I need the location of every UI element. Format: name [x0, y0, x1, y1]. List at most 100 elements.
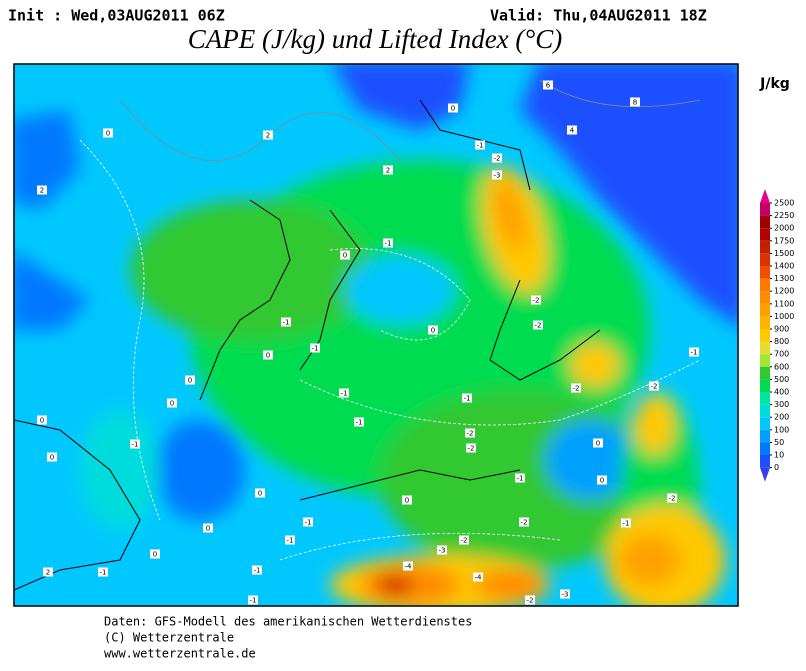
contour-label-box [519, 517, 529, 527]
contour-label-box [263, 130, 273, 140]
colorbar-swatch [760, 404, 770, 418]
contour-label: -4 [475, 574, 483, 582]
contour-label: 0 [258, 490, 262, 498]
contour-label: 0 [405, 497, 409, 505]
colorbar-label: 2250 [774, 211, 794, 220]
colorbar-label: 500 [774, 375, 789, 384]
contour-label: -1 [623, 520, 630, 528]
contour-label-box [473, 572, 483, 582]
contour-label-box [492, 170, 502, 180]
colorbar-end [760, 189, 770, 203]
contour-label-box [531, 295, 541, 305]
contour-label: -2 [521, 519, 528, 527]
contour-label: 0 [206, 525, 210, 533]
contour-label-box [462, 393, 472, 403]
colorbar-swatch [760, 442, 770, 455]
contour-label: 6 [546, 82, 551, 90]
colorbar-swatch [760, 417, 770, 430]
contour-label-box [465, 428, 475, 438]
colorbar-label: 1400 [774, 262, 794, 271]
contour-label-box [203, 523, 213, 533]
colorbar-label: 800 [774, 337, 789, 346]
contour-label: 0 [600, 477, 604, 485]
colorbar-swatch [760, 215, 770, 229]
colorbar-swatch [760, 379, 770, 392]
contour-label-box [252, 565, 262, 575]
map-title: CAPE (J/kg) und Lifted Index (°C) [188, 24, 562, 54]
contour-label-box [37, 185, 47, 195]
contour-label: 0 [40, 417, 44, 425]
contour-label-box [303, 517, 313, 527]
colorbar-swatch [760, 203, 770, 216]
contour-label: -2 [533, 297, 540, 305]
colorbar-label: 1750 [774, 236, 794, 245]
colorbar-swatch [760, 228, 770, 241]
colorbar-label: 100 [774, 425, 789, 434]
contour-label: -1 [691, 349, 698, 357]
colorbar-swatch [760, 455, 770, 468]
contour-label: -2 [468, 445, 475, 453]
contour-label-box [437, 545, 447, 555]
colorbar-label: 600 [774, 362, 789, 371]
contour-label-box [281, 317, 291, 327]
contour-label-box [543, 80, 553, 90]
contour-label: 0 [451, 105, 455, 113]
colorbar-swatch [760, 291, 770, 304]
contour-label: -2 [669, 495, 676, 503]
contour-label: 0 [170, 400, 174, 408]
contour-label: -1 [287, 537, 294, 545]
map-frame [13, 63, 739, 607]
contour-label-box [285, 535, 295, 545]
valid-time: Valid: Thu,04AUG2011 18Z [490, 7, 707, 25]
contour-label-box [150, 549, 160, 559]
colorbar-label: 1500 [774, 249, 794, 258]
contour-label: -2 [467, 430, 474, 438]
colorbar-unit: J/kg [759, 76, 790, 92]
contour-label: 0 [50, 454, 54, 462]
contour-label: -1 [283, 319, 290, 327]
contour-label: -1 [517, 475, 524, 483]
contour-label: -1 [356, 419, 363, 427]
contour-label-box [689, 347, 699, 357]
contour-label-box [340, 250, 350, 260]
colorbar-swatch [760, 316, 770, 329]
contour-label-box [43, 567, 53, 577]
contour-label-box [525, 595, 535, 605]
contour-label: -2 [461, 537, 468, 545]
contour-label-box [428, 325, 438, 335]
colorbar-swatch [760, 266, 770, 279]
colorbar-label: 1200 [774, 287, 794, 296]
contour-label-box [339, 388, 349, 398]
contour-label-box [255, 488, 265, 498]
contour-label-box [383, 165, 393, 175]
contour-label-box [263, 350, 273, 360]
contour-label: 0 [153, 551, 157, 559]
contour-label: -3 [439, 547, 446, 555]
contour-label-box [466, 443, 476, 453]
contour-label: 0 [266, 352, 270, 360]
colorbar-label: 2500 [774, 199, 794, 208]
contour-label: 2 [46, 569, 50, 577]
colorbar-label: 200 [774, 413, 789, 422]
contour-label-box [354, 417, 364, 427]
contour-label: 0 [106, 130, 110, 138]
colorbar-label: 50 [774, 438, 784, 447]
contour-label: -1 [132, 441, 139, 449]
contour-label-box [560, 589, 570, 599]
contour-label-box [130, 439, 140, 449]
colorbar-label: 1000 [774, 312, 794, 321]
contour-label-box [402, 495, 412, 505]
contour-label: -2 [573, 385, 580, 393]
contour-label-box [185, 375, 195, 385]
contour-label-box [621, 518, 631, 528]
contour-label-box [515, 473, 525, 483]
contour-label-box [571, 383, 581, 393]
contour-label-box [403, 561, 413, 571]
colorbar-swatch [760, 278, 770, 292]
contour-label: -2 [651, 383, 658, 391]
footer-line: Daten: GFS-Modell des amerikanischen Wet… [104, 615, 472, 629]
colorbar-label: 900 [774, 325, 789, 334]
contour-label-box [459, 535, 469, 545]
contour-label-box [597, 475, 607, 485]
